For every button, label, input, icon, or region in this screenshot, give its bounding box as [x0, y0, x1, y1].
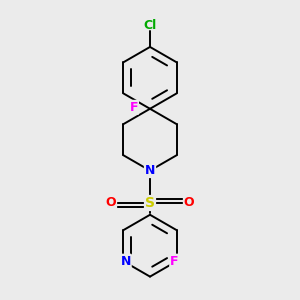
- Text: Cl: Cl: [143, 19, 157, 32]
- Text: N: N: [120, 255, 131, 268]
- Text: O: O: [184, 196, 194, 209]
- Text: F: F: [130, 101, 138, 114]
- Text: O: O: [106, 196, 116, 209]
- Text: N: N: [145, 164, 155, 177]
- Text: S: S: [145, 196, 155, 210]
- Text: F: F: [170, 255, 179, 268]
